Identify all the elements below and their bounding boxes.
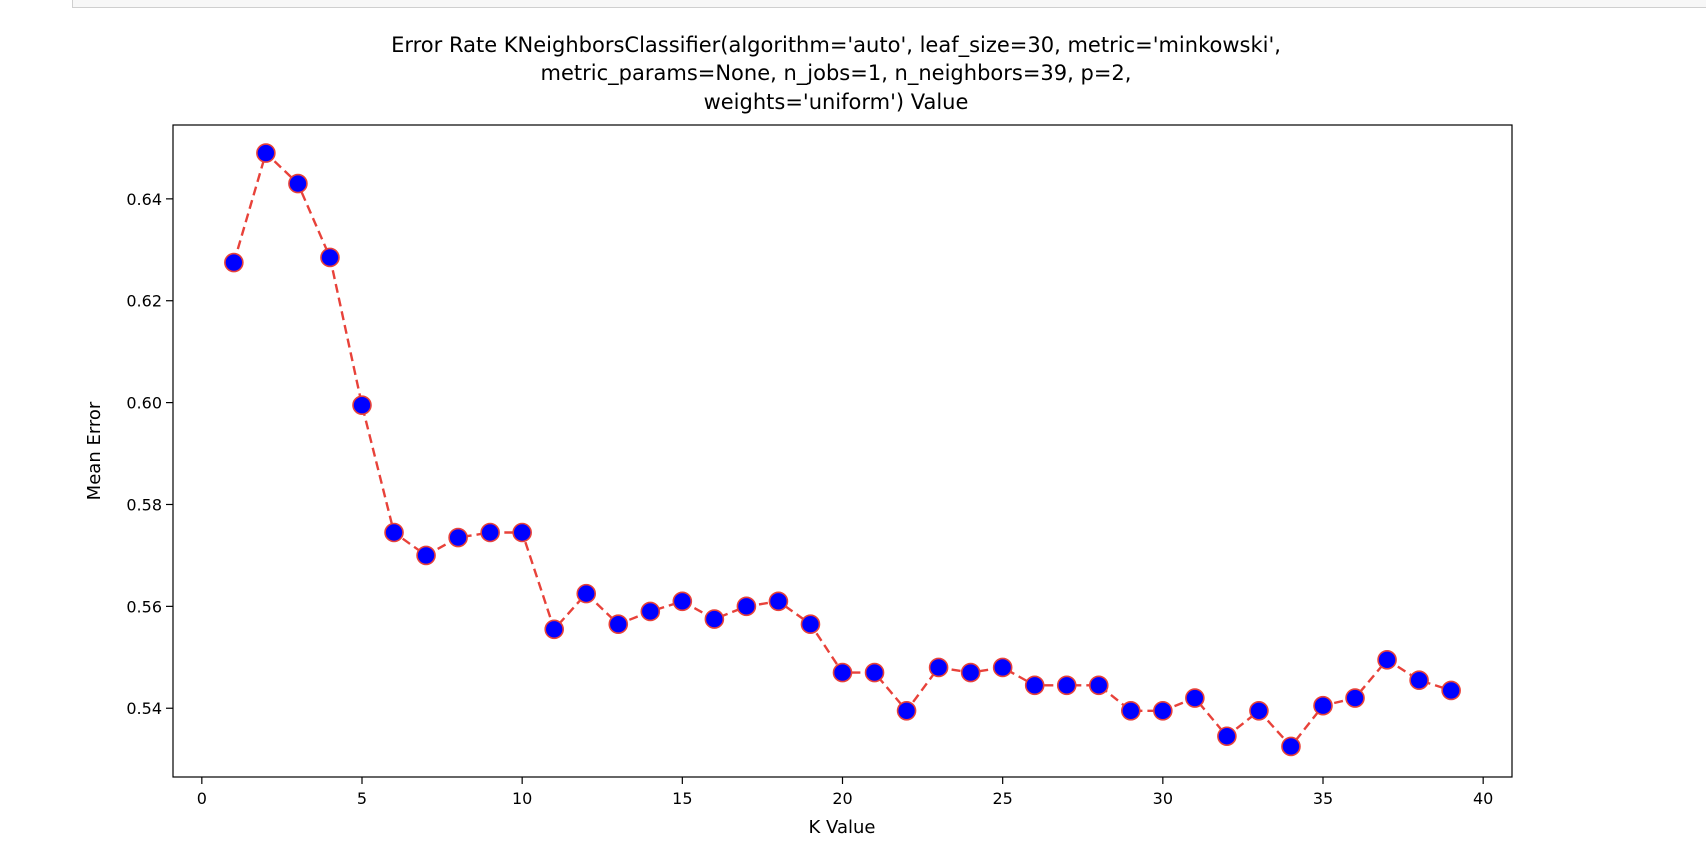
data-point <box>256 143 276 163</box>
data-point <box>1409 670 1429 691</box>
data-point <box>768 591 789 612</box>
data-point <box>992 657 1013 678</box>
data-point <box>1185 688 1205 708</box>
y-tick-label: 0.58 <box>126 495 162 514</box>
x-tick-label: 35 <box>1313 789 1333 808</box>
data-point <box>960 662 981 683</box>
x-tick-label: 5 <box>357 789 367 808</box>
data-point <box>1345 688 1365 708</box>
data-point <box>672 591 693 612</box>
data-point <box>1377 650 1397 670</box>
data-point <box>1441 680 1461 701</box>
data-point <box>640 601 661 622</box>
data-point <box>352 395 372 415</box>
data-point <box>1056 675 1077 696</box>
data-point <box>288 173 308 194</box>
y-tick-label: 0.64 <box>126 190 162 209</box>
data-point <box>1024 675 1045 696</box>
data-point <box>448 527 468 548</box>
data-point <box>736 596 757 617</box>
data-point <box>576 583 597 604</box>
data-point <box>1121 700 1141 721</box>
y-tick-label: 0.54 <box>126 699 162 718</box>
data-point <box>896 700 917 721</box>
data-point <box>1088 675 1109 696</box>
series-markers <box>224 143 1461 757</box>
data-point <box>608 614 629 634</box>
data-point <box>864 662 885 683</box>
data-point <box>512 522 532 543</box>
data-point <box>928 657 949 678</box>
data-point <box>1153 700 1173 721</box>
data-point <box>832 662 853 683</box>
x-tick-label: 20 <box>832 789 852 808</box>
notebook-cell-edge <box>72 0 1706 8</box>
x-axis-ticks: 0 5 10 15 20 25 30 35 40 <box>197 777 1493 808</box>
y-tick-label: 0.60 <box>126 394 162 413</box>
chart-title-line-1: Error Rate KNeighborsClassifier(algorith… <box>391 33 1281 58</box>
y-tick-label: 0.62 <box>126 292 162 311</box>
y-axis-ticks: 0.54 0.56 0.58 0.60 0.62 0.64 <box>126 190 173 718</box>
x-tick-label: 0 <box>197 789 207 808</box>
data-point <box>416 545 436 566</box>
data-point <box>704 609 725 629</box>
x-tick-label: 15 <box>672 789 692 808</box>
data-point <box>544 619 564 640</box>
data-point <box>800 614 821 634</box>
x-axis-label: K Value <box>809 817 876 838</box>
data-point <box>1249 700 1269 721</box>
y-axis-label: Mean Error <box>84 401 105 500</box>
data-point <box>320 247 340 268</box>
chart-title: Error Rate KNeighborsClassifier(algorith… <box>391 33 1281 114</box>
data-point <box>1281 736 1301 757</box>
chart-title-line-2: metric_params=None, n_jobs=1, n_neighbor… <box>541 61 1132 86</box>
data-point <box>480 522 500 543</box>
data-point <box>384 522 404 543</box>
x-tick-label: 25 <box>992 789 1012 808</box>
data-point <box>1313 695 1333 716</box>
x-tick-label: 10 <box>512 789 532 808</box>
data-point <box>1217 726 1237 747</box>
series-line <box>232 150 1452 749</box>
data-point <box>224 252 244 273</box>
chart-title-line-3: weights='uniform') Value <box>704 90 969 114</box>
y-tick-label: 0.56 <box>126 597 162 616</box>
x-tick-label: 40 <box>1473 789 1493 808</box>
x-tick-label: 30 <box>1153 789 1173 808</box>
